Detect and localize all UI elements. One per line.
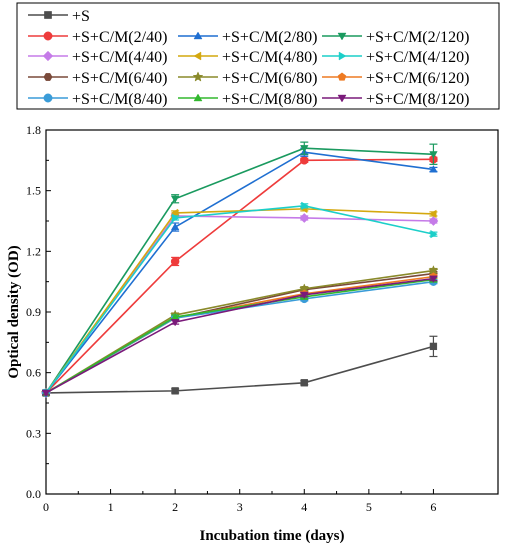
x-tick-label: 4 bbox=[301, 500, 307, 514]
legend-label: +S+C/M(6/40) bbox=[72, 70, 167, 87]
legend-marker bbox=[338, 51, 347, 61]
legend-marker bbox=[337, 32, 347, 41]
data-point bbox=[300, 379, 308, 387]
data-point bbox=[300, 145, 309, 153]
legend-item: +S+C/M(4/120) bbox=[322, 49, 469, 66]
legend-item: +S+C/M(4/80) bbox=[178, 49, 317, 66]
x-tick-label: 0 bbox=[43, 500, 49, 514]
legend-item: +S+C/M(6/40) bbox=[28, 70, 167, 87]
legend-marker bbox=[192, 71, 204, 82]
y-tick-label: 1.8 bbox=[26, 123, 41, 137]
series-group bbox=[42, 335, 438, 397]
legend-marker bbox=[43, 73, 53, 81]
series-group bbox=[42, 201, 438, 398]
y-tick-label: 0.9 bbox=[26, 305, 41, 319]
legend-label: +S+C/M(6/120) bbox=[366, 70, 469, 87]
legend-item: +S+C/M(6/120) bbox=[322, 70, 469, 87]
data-point bbox=[429, 151, 438, 159]
legend-item: +S bbox=[28, 8, 90, 25]
legend-box bbox=[16, 2, 500, 110]
legend-label: +S+C/M(8/40) bbox=[72, 91, 167, 108]
x-tick-label: 6 bbox=[430, 500, 436, 514]
legend-marker bbox=[193, 31, 203, 40]
data-point bbox=[300, 291, 309, 300]
x-tick-label: 2 bbox=[172, 500, 178, 514]
data-point bbox=[428, 216, 439, 226]
legend-marker bbox=[44, 11, 52, 19]
series-line bbox=[45, 280, 434, 394]
legend-label: +S+C/M(8/120) bbox=[366, 91, 469, 108]
data-point bbox=[429, 342, 438, 351]
x-tick-label: 1 bbox=[108, 500, 114, 514]
legend-item: +S+C/M(2/120) bbox=[322, 29, 469, 46]
series-line bbox=[45, 205, 434, 394]
legend-item: +S+C/M(2/80) bbox=[178, 29, 317, 46]
legend-label: +S+C/M(2/40) bbox=[72, 29, 167, 46]
legend-label: +S+C/M(4/80) bbox=[222, 49, 317, 66]
y-tick-label: 1.2 bbox=[26, 244, 41, 258]
series-line bbox=[45, 151, 434, 394]
legend-marker bbox=[193, 93, 203, 102]
data-point bbox=[170, 208, 179, 218]
legend-label: +S+C/M(2/80) bbox=[222, 29, 317, 46]
data-point bbox=[41, 389, 51, 398]
y-tick-label: 1.5 bbox=[26, 184, 41, 198]
data-point bbox=[170, 257, 180, 266]
legend-item: +S+C/M(6/80) bbox=[178, 70, 317, 87]
y-tick-label: 0.3 bbox=[26, 426, 41, 440]
legend-marker bbox=[337, 72, 347, 81]
data-point bbox=[170, 195, 180, 204]
series-line bbox=[45, 208, 434, 394]
data-point bbox=[429, 275, 438, 283]
legend-label: +S+C/M(4/40) bbox=[72, 49, 167, 66]
series-line bbox=[45, 147, 434, 394]
series-line bbox=[45, 345, 434, 394]
data-point bbox=[171, 387, 179, 395]
series-group bbox=[41, 275, 438, 398]
x-tick-label: 3 bbox=[237, 500, 243, 514]
data-point bbox=[301, 201, 309, 211]
legend-label: +S+C/M(6/80) bbox=[222, 70, 317, 87]
legend-label: +S+C/M(4/120) bbox=[366, 49, 469, 66]
series-group bbox=[41, 147, 438, 396]
data-point bbox=[430, 229, 438, 239]
series-layer bbox=[40, 141, 439, 398]
legend-marker bbox=[193, 51, 202, 61]
series-line bbox=[45, 277, 434, 394]
y-tick-label: 0.6 bbox=[26, 366, 41, 380]
y-axis-label: Optical density (OD) bbox=[6, 245, 22, 378]
legend-label: +S+C/M(2/120) bbox=[366, 29, 469, 46]
legend-marker bbox=[42, 50, 54, 62]
legend-label: +S+C/M(8/80) bbox=[222, 91, 317, 108]
legend: +S +S+C/M(2/40) +S+C/M(2/80) +S+C/M(2/120) +… bbox=[28, 8, 469, 108]
axis-ticks: 0 1 2 3 4 5 6 0.0 0.3 0.6 0.9 1.2 1.5 1.8 bbox=[26, 123, 436, 514]
data-point bbox=[429, 165, 438, 173]
legend-item: +S+C/M(2/40) bbox=[28, 29, 167, 46]
legend-label: +S bbox=[72, 8, 90, 25]
data-point bbox=[172, 213, 180, 223]
data-point bbox=[429, 209, 437, 219]
series-group bbox=[41, 272, 438, 397]
legend-marker bbox=[43, 31, 53, 41]
legend-item: +S+C/M(4/40) bbox=[28, 49, 167, 66]
legend-marker bbox=[43, 93, 53, 103]
series-group bbox=[41, 204, 438, 398]
series-line bbox=[45, 269, 434, 394]
series-group bbox=[41, 141, 438, 398]
legend-item: +S+C/M(8/120) bbox=[322, 91, 469, 108]
x-axis-label: Incubation time (days) bbox=[199, 528, 344, 544]
data-point bbox=[170, 319, 180, 327]
data-point bbox=[299, 213, 310, 223]
legend-item: +S+C/M(8/40) bbox=[28, 91, 167, 108]
data-point bbox=[170, 222, 180, 231]
x-tick-label: 5 bbox=[366, 500, 372, 514]
legend-marker bbox=[337, 94, 347, 103]
series-line bbox=[45, 278, 434, 394]
y-tick-label: 0.0 bbox=[26, 487, 41, 501]
legend-item: +S+C/M(8/80) bbox=[178, 91, 317, 108]
data-point bbox=[300, 156, 309, 165]
